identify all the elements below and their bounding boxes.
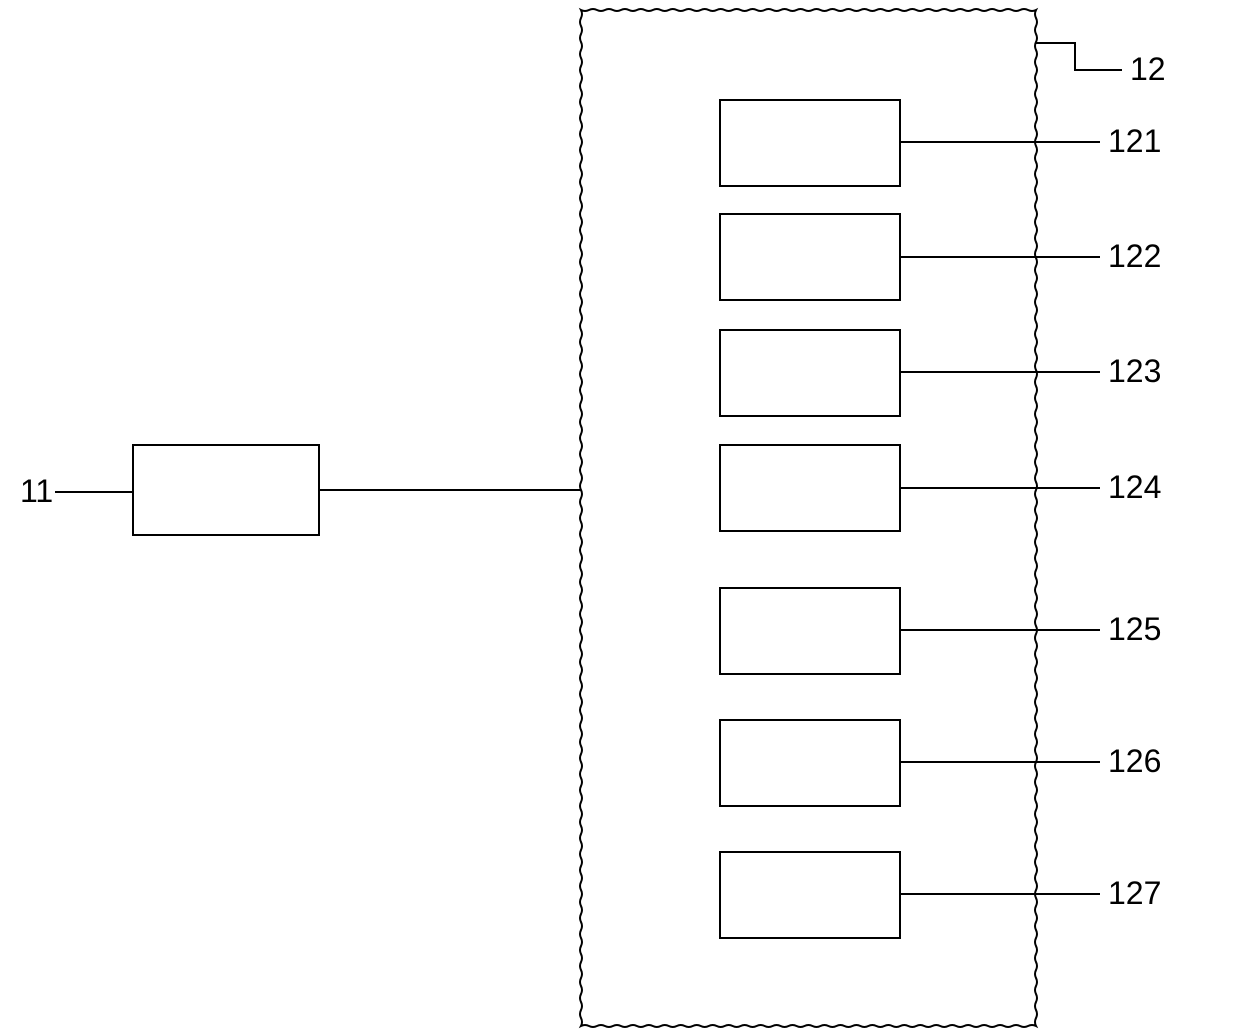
label-127: 127 [1108,875,1161,911]
block-diagram: 11 12 121 122 123 124 125 126 127 [0,0,1240,1036]
label-11: 11 [20,473,53,509]
label-123: 123 [1108,353,1161,389]
leader-12 [1036,43,1122,70]
label-122: 122 [1108,238,1161,274]
label-121: 121 [1108,123,1161,159]
block-124 [720,445,900,531]
label-125: 125 [1108,611,1161,647]
block-127 [720,852,900,938]
block-126 [720,720,900,806]
label-124: 124 [1108,469,1161,505]
block-122 [720,214,900,300]
block-121 [720,100,900,186]
block-11 [133,445,319,535]
container-12 [580,9,1037,1027]
block-125 [720,588,900,674]
block-123 [720,330,900,416]
label-126: 126 [1108,743,1161,779]
label-12: 12 [1130,51,1166,87]
